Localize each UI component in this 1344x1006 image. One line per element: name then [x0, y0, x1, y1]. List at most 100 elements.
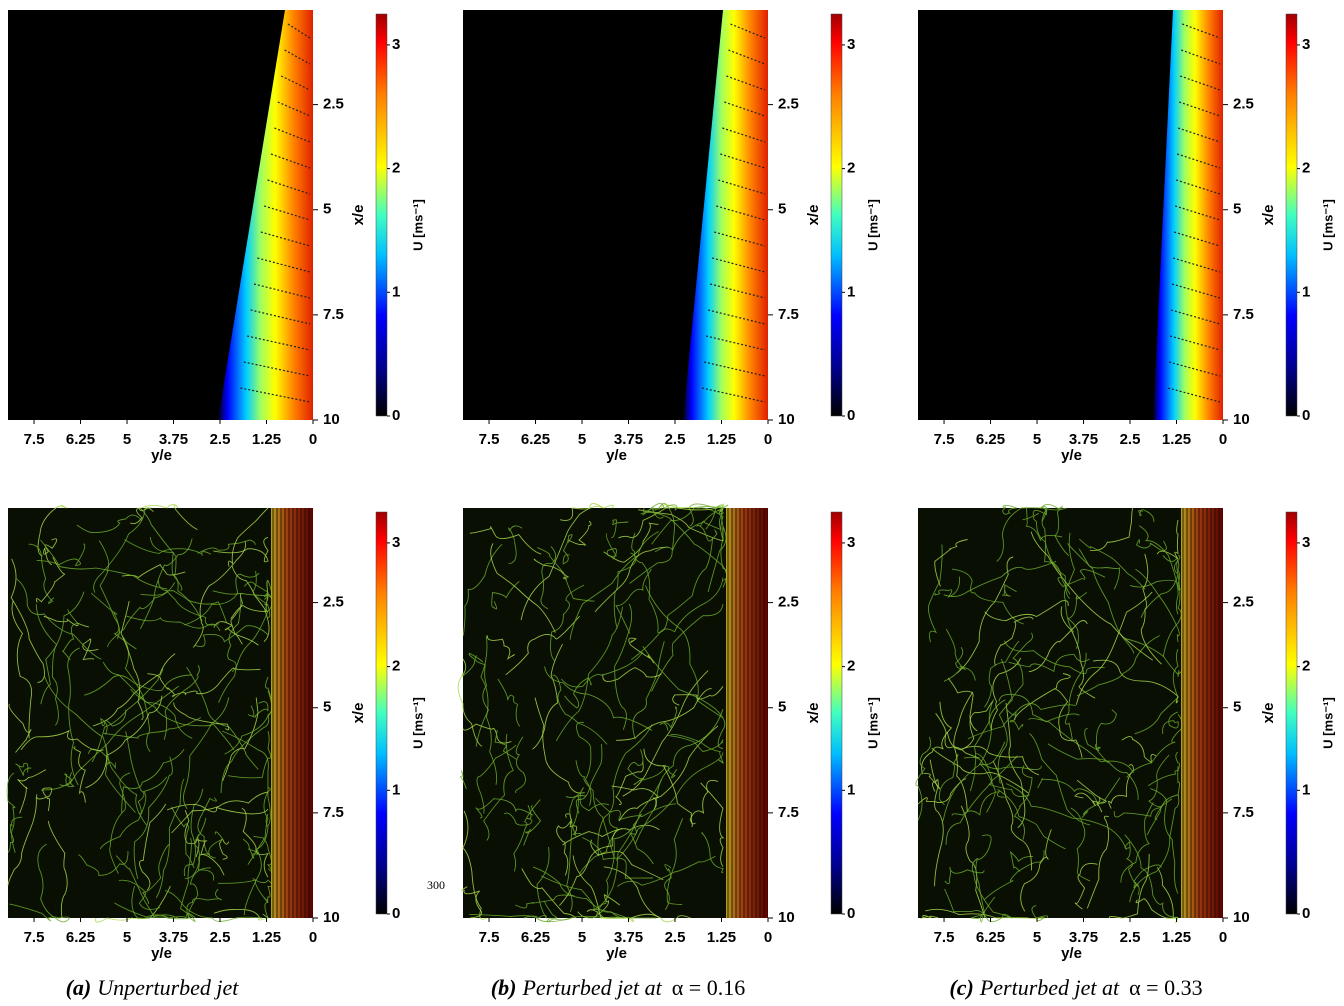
colorbar-tick-label: 2	[847, 658, 855, 675]
x-tick-label: 5	[123, 929, 131, 946]
streamline	[1030, 531, 1154, 661]
streamline	[615, 752, 724, 861]
streamline	[602, 667, 662, 682]
colorbar-label: U [ms⁻¹]	[410, 697, 425, 749]
y-tick-label: 7.5	[778, 804, 799, 821]
y-tick-label: 5	[778, 699, 786, 716]
streamline	[921, 701, 953, 775]
caption-tag: (b)	[491, 975, 517, 1000]
streamline	[544, 900, 572, 922]
streamline	[577, 893, 620, 919]
caption-text: Perturbed jet at	[521, 975, 662, 1000]
streamline	[513, 799, 541, 872]
streamline	[515, 736, 526, 794]
velocity-vector	[1177, 127, 1221, 143]
streamline	[521, 868, 577, 919]
streamline	[564, 677, 592, 709]
streamline	[1047, 743, 1139, 800]
streamline	[183, 697, 230, 810]
streamline	[559, 503, 614, 521]
streamline	[494, 729, 517, 760]
streamline	[503, 805, 533, 826]
streamline	[998, 693, 1080, 723]
streamline	[1150, 788, 1179, 894]
streamline	[1014, 673, 1071, 721]
streamline	[983, 850, 1045, 901]
streamline	[1040, 504, 1070, 557]
streamline	[35, 556, 66, 603]
streamline	[944, 888, 1002, 923]
streamline	[971, 857, 1013, 919]
streamline	[945, 628, 976, 681]
streamline	[6, 772, 16, 853]
streamline	[523, 847, 550, 920]
x-tick-label: 7.5	[934, 929, 955, 946]
streamline	[996, 507, 1068, 562]
streamline	[975, 834, 992, 916]
colorbar-tick-label: 0	[1302, 905, 1310, 922]
y-tick-label: 2.5	[323, 594, 344, 611]
streamline	[1078, 548, 1121, 590]
streamline	[997, 788, 1066, 850]
streamline	[603, 866, 691, 923]
panel: 7.5 6.25 5 3.75 2.5 1.25 0 y/e 2.5 5 7.5 10 x/e 0 1 2 3 U…	[463, 10, 880, 464]
velocity-vector	[260, 231, 311, 247]
streamline	[696, 524, 718, 542]
streamline	[1028, 620, 1088, 673]
streamline	[460, 770, 467, 789]
streamline	[457, 658, 483, 747]
streamline	[614, 603, 633, 730]
x-tick-label: 0	[764, 431, 772, 448]
streamline	[595, 822, 637, 919]
streamline	[590, 839, 664, 881]
streamline	[1074, 792, 1101, 806]
streamline	[1041, 507, 1071, 595]
x-tick-label: 7.5	[24, 929, 45, 946]
caption-text: Perturbed jet at	[979, 975, 1120, 1000]
streamline	[228, 507, 269, 567]
streamline	[556, 819, 573, 876]
streamline	[1138, 525, 1179, 615]
streamline	[645, 585, 724, 719]
velocity-vector	[728, 49, 766, 65]
jet-region	[683, 10, 768, 420]
streamline	[1089, 507, 1134, 551]
field-background	[8, 508, 313, 918]
streamline	[970, 896, 996, 923]
streamline	[960, 701, 994, 751]
streamline	[622, 670, 709, 797]
streamline	[247, 786, 271, 865]
x-tick-label: 6.25	[521, 431, 550, 448]
streamline	[558, 827, 623, 906]
streamline	[11, 600, 33, 739]
x-axis-label: y/e	[606, 945, 627, 962]
streamline	[7, 816, 23, 853]
streamline	[664, 864, 672, 911]
streamline	[82, 638, 99, 661]
streamline	[562, 534, 573, 565]
panel: 7.5 6.25 5 3.75 2.5 1.25 0 y/e 2.5 5 7.5 10 x/e 0 1 2 3 U…	[457, 502, 880, 962]
streamline	[73, 746, 86, 803]
x-tick-label: 1.25	[252, 929, 281, 946]
streamline	[133, 756, 173, 880]
streamline	[474, 655, 490, 747]
streamline	[1006, 783, 1127, 851]
streamline	[184, 810, 200, 858]
streamline	[121, 564, 186, 579]
velocity-vector	[1168, 361, 1221, 377]
streamline	[36, 787, 53, 812]
streamline	[670, 734, 725, 764]
streamline	[659, 706, 678, 731]
x-tick-label: 5	[1033, 431, 1041, 448]
x-tick-label: 6.25	[66, 929, 95, 946]
streamline	[1037, 778, 1099, 807]
streamline	[462, 543, 503, 636]
y-tick-label: 5	[1233, 699, 1241, 716]
streamline	[699, 507, 725, 531]
streamline	[942, 741, 1006, 822]
velocity-vector	[243, 361, 311, 377]
streamline	[59, 772, 75, 788]
streamline	[515, 894, 575, 909]
streamline	[194, 817, 215, 881]
